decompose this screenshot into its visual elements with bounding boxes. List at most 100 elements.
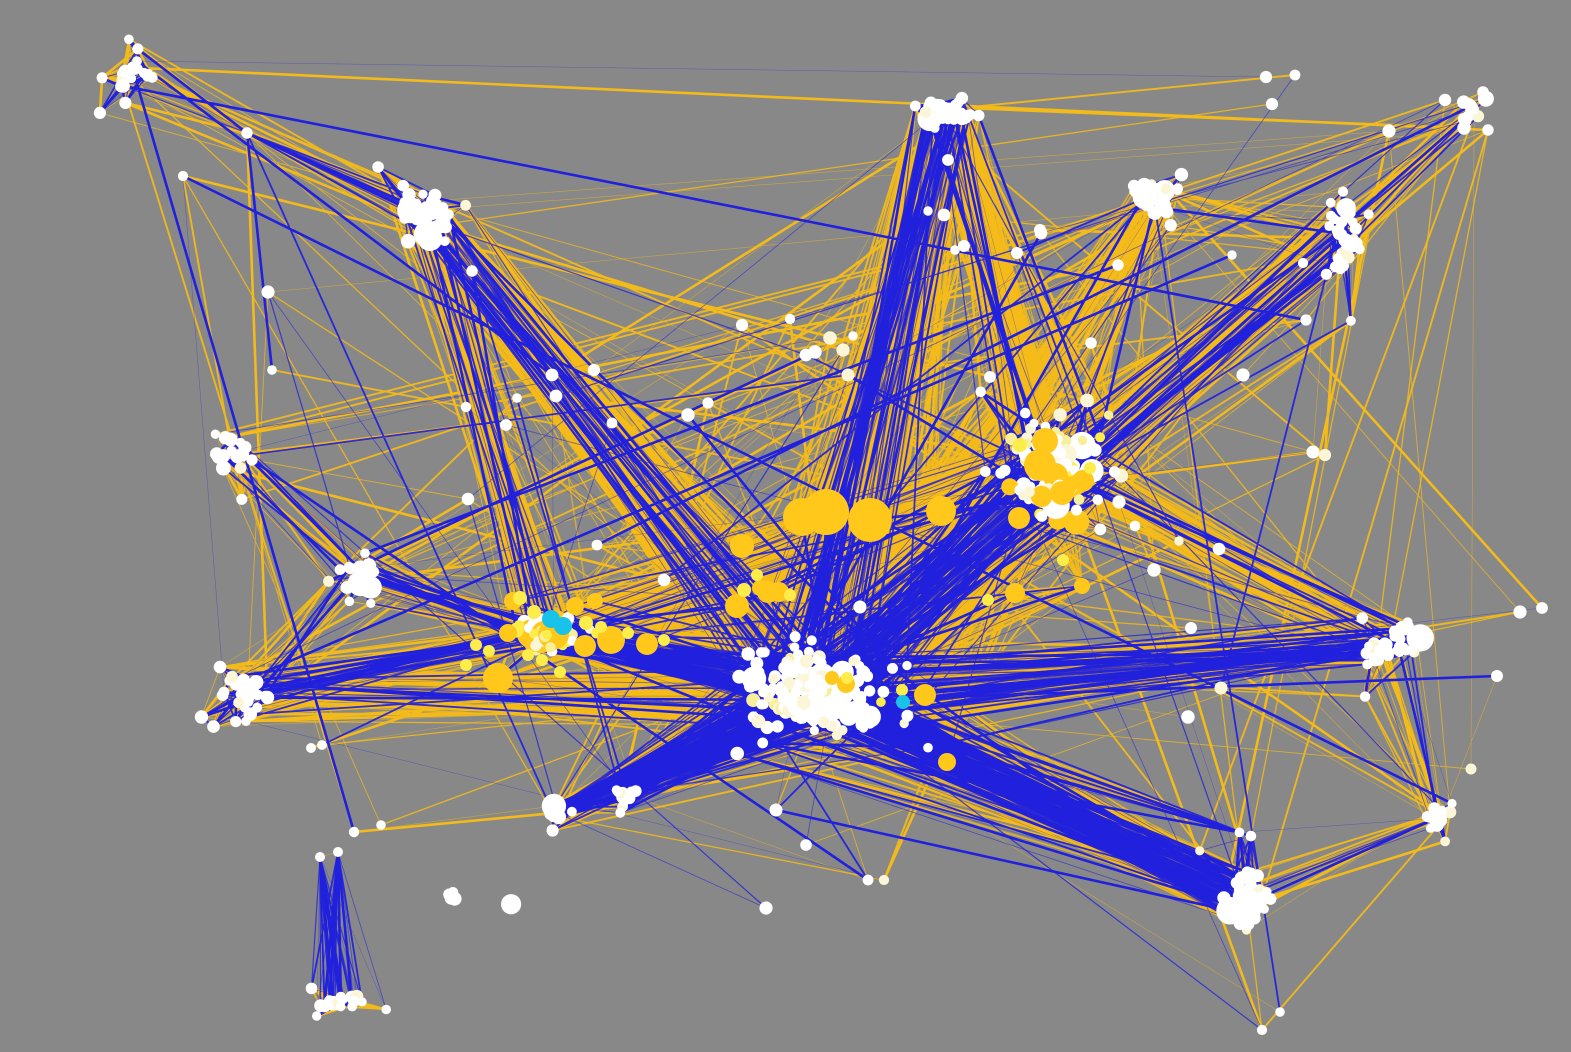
graph-node[interactable] <box>769 582 789 602</box>
graph-node[interactable] <box>132 56 142 66</box>
graph-node[interactable] <box>1482 124 1494 136</box>
node-layer[interactable] <box>93 34 1548 1036</box>
graph-node[interactable] <box>400 233 416 249</box>
graph-node[interactable] <box>612 786 623 797</box>
graph-node[interactable] <box>858 702 870 714</box>
graph-node[interactable] <box>1265 97 1279 111</box>
graph-node[interactable] <box>939 102 952 114</box>
graph-node[interactable] <box>417 226 443 251</box>
graph-node[interactable] <box>972 109 985 122</box>
graph-node[interactable] <box>1029 418 1039 428</box>
graph-node[interactable] <box>1337 186 1349 197</box>
graph-node[interactable] <box>1071 504 1082 516</box>
graph-node[interactable] <box>950 245 960 255</box>
graph-node[interactable] <box>1465 763 1477 775</box>
graph-node[interactable] <box>1325 197 1336 208</box>
graph-node[interactable] <box>863 685 876 697</box>
graph-node[interactable] <box>1236 368 1250 382</box>
graph-node[interactable] <box>1074 578 1090 594</box>
graph-node[interactable] <box>937 208 951 222</box>
graph-node[interactable] <box>955 91 969 105</box>
graph-node[interactable] <box>499 624 517 642</box>
graph-node[interactable] <box>1457 121 1471 135</box>
graph-node[interactable] <box>1077 435 1088 446</box>
graph-node[interactable] <box>116 79 130 93</box>
graph-node[interactable] <box>1174 536 1184 546</box>
graph-node[interactable] <box>756 647 767 658</box>
graph-node[interactable] <box>1424 812 1435 823</box>
graph-node[interactable] <box>1245 867 1257 880</box>
graph-node[interactable] <box>1435 805 1448 817</box>
graph-node[interactable] <box>657 573 671 587</box>
graph-node[interactable] <box>808 345 822 359</box>
graph-node[interactable] <box>317 740 327 750</box>
graph-node[interactable] <box>595 621 607 633</box>
graph-node[interactable] <box>587 363 601 377</box>
graph-node[interactable] <box>1491 670 1503 682</box>
graph-node[interactable] <box>597 626 625 654</box>
graph-node[interactable] <box>226 670 238 683</box>
graph-node[interactable] <box>1245 830 1257 842</box>
graph-node[interactable] <box>1264 893 1277 905</box>
graph-node[interactable] <box>784 664 796 677</box>
graph-node[interactable] <box>1129 520 1141 532</box>
graph-node[interactable] <box>1095 432 1106 443</box>
graph-node[interactable] <box>1032 428 1058 454</box>
graph-node[interactable] <box>447 887 459 898</box>
graph-node[interactable] <box>901 709 914 722</box>
graph-node[interactable] <box>622 627 634 639</box>
graph-node[interactable] <box>771 720 784 733</box>
graph-node[interactable] <box>210 429 221 439</box>
graph-node[interactable] <box>460 199 471 211</box>
graph-node[interactable] <box>381 1004 392 1015</box>
graph-node[interactable] <box>995 467 1007 479</box>
graph-node[interactable] <box>887 662 898 674</box>
graph-node[interactable] <box>1440 836 1450 847</box>
graph-node[interactable] <box>789 631 801 643</box>
graph-node[interactable] <box>1185 622 1197 634</box>
graph-node[interactable] <box>1034 226 1048 240</box>
graph-node[interactable] <box>1332 253 1344 264</box>
graph-node[interactable] <box>1112 495 1126 509</box>
graph-node[interactable] <box>348 826 360 838</box>
graph-node[interactable] <box>759 901 773 915</box>
graph-node[interactable] <box>402 188 416 202</box>
graph-node[interactable] <box>1024 449 1056 481</box>
graph-node[interactable] <box>1443 805 1457 819</box>
graph-node[interactable] <box>404 197 416 210</box>
graph-node[interactable] <box>1036 510 1048 522</box>
graph-node[interactable] <box>1103 410 1114 420</box>
graph-node[interactable] <box>1324 221 1335 231</box>
graph-node[interactable] <box>1057 554 1069 566</box>
graph-node[interactable] <box>606 417 618 429</box>
graph-node[interactable] <box>769 803 783 817</box>
graph-node[interactable] <box>1447 798 1457 809</box>
graph-node[interactable] <box>357 573 368 584</box>
graph-node[interactable] <box>419 216 432 229</box>
graph-node[interactable] <box>658 634 670 646</box>
graph-node[interactable] <box>979 466 991 477</box>
graph-node[interactable] <box>545 642 556 653</box>
graph-node[interactable] <box>546 824 559 837</box>
graph-node[interactable] <box>797 696 811 710</box>
graph-node[interactable] <box>1306 445 1320 459</box>
graph-node[interactable] <box>1243 919 1255 931</box>
graph-node[interactable] <box>372 161 384 173</box>
graph-node[interactable] <box>902 660 912 671</box>
graph-node[interactable] <box>737 583 751 597</box>
graph-node[interactable] <box>926 496 956 526</box>
graph-node[interactable] <box>513 591 527 605</box>
graph-node[interactable] <box>1346 315 1356 326</box>
graph-node[interactable] <box>1536 602 1548 614</box>
graph-node[interactable] <box>1379 637 1391 649</box>
graph-node[interactable] <box>853 600 867 614</box>
graph-node[interactable] <box>1195 846 1205 856</box>
graph-node[interactable] <box>435 213 451 229</box>
graph-node[interactable] <box>1227 250 1237 260</box>
graph-node[interactable] <box>841 368 855 382</box>
graph-node[interactable] <box>223 432 238 447</box>
graph-node[interactable] <box>460 401 472 413</box>
graph-node[interactable] <box>207 720 220 733</box>
graph-node[interactable] <box>574 635 596 657</box>
graph-node[interactable] <box>848 498 892 542</box>
